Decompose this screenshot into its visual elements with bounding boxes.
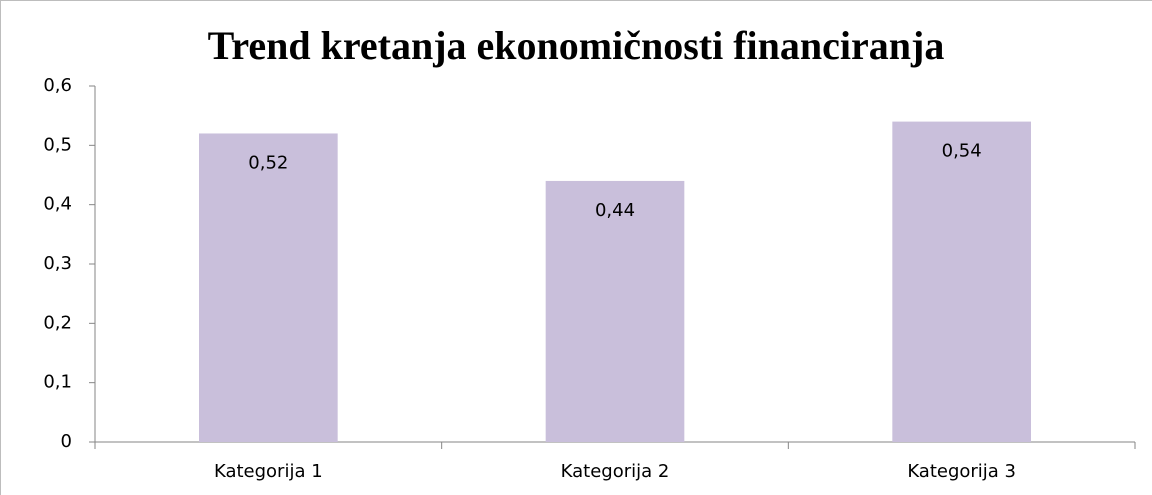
data-label: 0,52 <box>248 152 288 173</box>
chart-title: Trend kretanja ekonomičnosti financiranj… <box>208 23 945 68</box>
y-tick-label: 0,1 <box>43 372 72 393</box>
y-tick-label: 0,2 <box>43 312 72 333</box>
x-tick-label: Kategorija 1 <box>214 461 323 482</box>
data-label: 0,54 <box>942 141 982 162</box>
x-tick-label: Kategorija 2 <box>561 461 670 482</box>
y-tick-label: 0 <box>61 431 72 452</box>
y-tick-label: 0,6 <box>43 75 72 96</box>
bar <box>199 133 338 442</box>
x-tick-label: Kategorija 3 <box>907 461 1016 482</box>
data-label: 0,44 <box>595 200 635 221</box>
y-tick-label: 0,5 <box>43 134 72 155</box>
y-tick-label: 0,3 <box>43 253 72 274</box>
y-tick-label: 0,4 <box>43 194 72 215</box>
bar <box>545 180 685 442</box>
bar <box>892 121 1031 442</box>
